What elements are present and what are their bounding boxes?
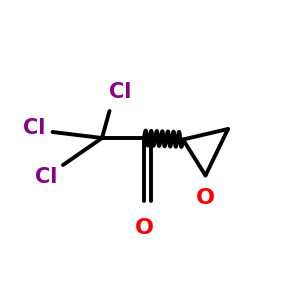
Text: O: O (196, 188, 215, 208)
Text: Cl: Cl (35, 167, 58, 187)
Text: Cl: Cl (109, 82, 131, 101)
Text: O: O (134, 218, 154, 238)
Text: Cl: Cl (23, 118, 46, 137)
